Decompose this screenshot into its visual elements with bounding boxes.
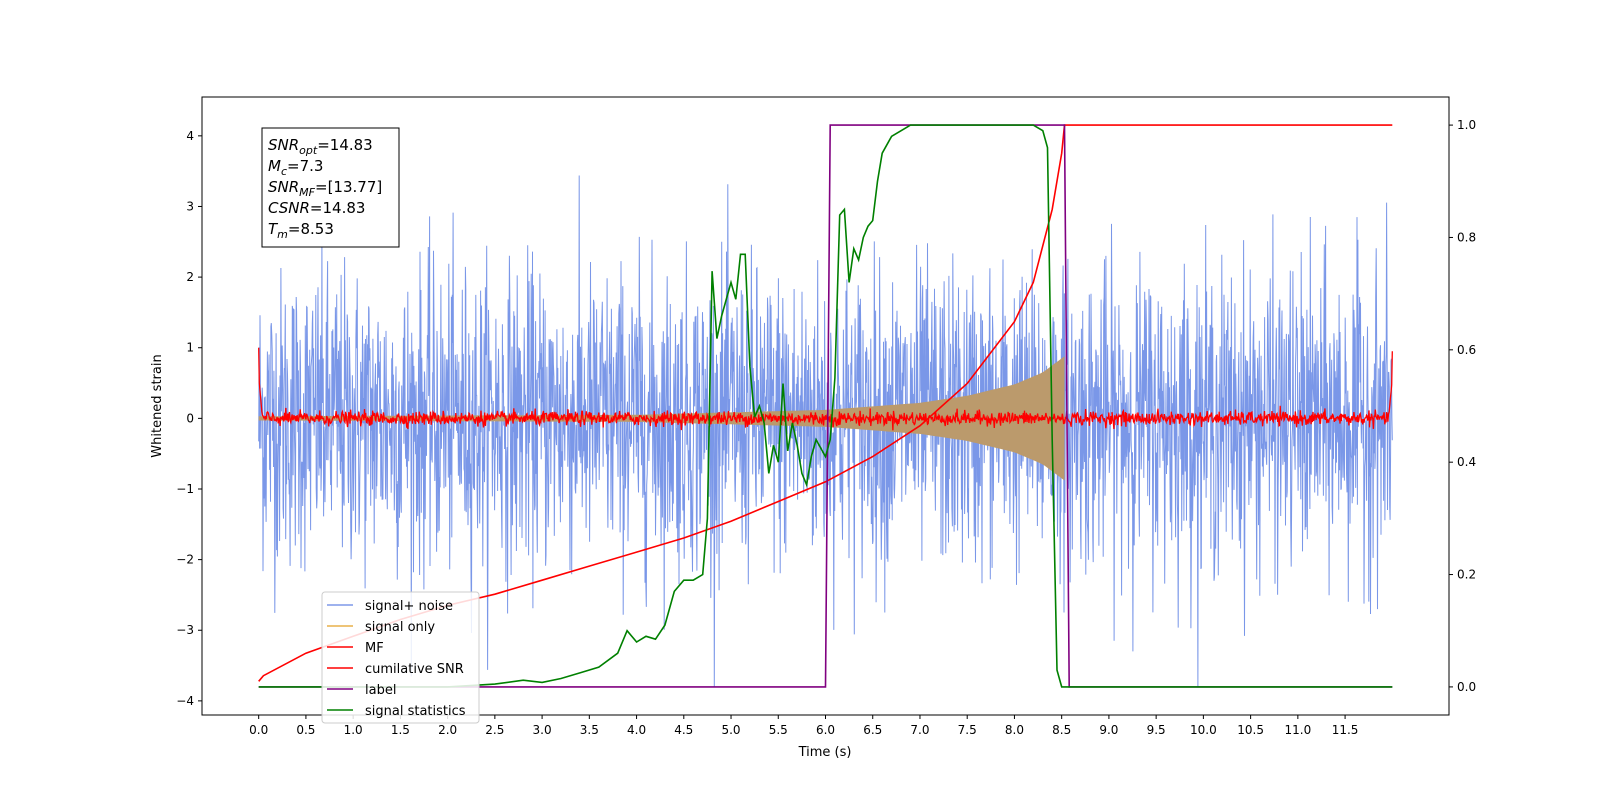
- info-annotation-box: SNRopt=14.83Mc=7.3SNRMF=[13.77]CSNR=14.8…: [261, 127, 400, 248]
- series-signal-statistics: [258, 124, 1393, 688]
- x-tick-label: 8.0: [1005, 723, 1024, 737]
- x-tick-label: 4.0: [627, 723, 646, 737]
- x-tick-label: 9.0: [1099, 723, 1118, 737]
- info-line: Mc=7.3: [268, 157, 323, 178]
- y-right-tick-label: 0.8: [1457, 230, 1476, 244]
- x-tick-label: 5.0: [721, 723, 740, 737]
- info-line: Tm=8.53: [268, 220, 334, 241]
- y-right-tick-label: 1.0: [1457, 118, 1476, 132]
- y-right-tick-label: 0.4: [1457, 455, 1476, 469]
- x-tick-label: 2.5: [485, 723, 504, 737]
- x-tick-label: 2.0: [438, 723, 457, 737]
- legend-entry: signal+ noise: [365, 599, 453, 614]
- x-tick-label: 7.0: [910, 723, 929, 737]
- x-tick-label: 9.5: [1147, 723, 1166, 737]
- y-right-tick-label: 0.6: [1457, 343, 1476, 357]
- x-tick-label: 3.0: [533, 723, 552, 737]
- x-tick-label: 6.5: [863, 723, 882, 737]
- x-tick-label: 0.0: [249, 723, 268, 737]
- info-line: SNRopt=14.83: [268, 136, 373, 157]
- info-line: CSNR=14.83: [268, 199, 365, 217]
- legend-entry: signal statistics: [365, 704, 466, 719]
- info-box-frame: [261, 127, 400, 248]
- x-tick-label: 1.5: [391, 723, 410, 737]
- y-left-tick-label: 3: [186, 199, 194, 213]
- info-line: SNRMF=[13.77]: [268, 178, 382, 199]
- y-axis-label: Whitened strain: [150, 354, 165, 457]
- x-tick-label: 10.0: [1190, 723, 1217, 737]
- y-axis-right-ticks: 1.0 0.8 0.6 0.4 0.2 0.0: [1449, 118, 1476, 694]
- y-right-tick-label: 0.2: [1457, 568, 1476, 582]
- y-right-tick-label: 0.0: [1457, 680, 1476, 694]
- y-left-tick-label: 0: [186, 411, 194, 425]
- x-tick-label: 11.5: [1332, 723, 1359, 737]
- legend-entry: label: [365, 683, 396, 698]
- x-tick-label: 7.5: [958, 723, 977, 737]
- legend-entry: signal only: [365, 620, 435, 635]
- series-mf: [258, 347, 1393, 431]
- legend: signal+ noise signal only MF cumilative SNR…: [321, 591, 480, 724]
- x-tick-label: 10.5: [1237, 723, 1264, 737]
- x-tick-label: 8.5: [1052, 723, 1071, 737]
- y-left-tick-label: −3: [176, 623, 194, 637]
- series-signal-noise: [258, 175, 1393, 687]
- y-left-tick-label: 1: [186, 341, 194, 355]
- y-left-tick-label: 4: [186, 129, 194, 143]
- x-axis-ticks: 0.0 0.5 1.0 1.5 2.0 2.5 3.0 3.5 4.0 4.5 5.0 5.5 6.0 6…: [249, 715, 1358, 737]
- y-left-tick-label: −1: [176, 482, 194, 496]
- y-left-tick-label: −2: [176, 553, 194, 567]
- y-axis-left-ticks: 4 3 2 1 0 −1 −2 −3 −4: [176, 129, 202, 708]
- x-tick-label: 6.0: [816, 723, 835, 737]
- y-left-tick-label: 2: [186, 270, 194, 284]
- x-tick-label: 1.0: [344, 723, 363, 737]
- x-tick-label: 4.5: [674, 723, 693, 737]
- x-tick-label: 5.5: [769, 723, 788, 737]
- x-tick-label: 3.5: [580, 723, 599, 737]
- x-axis-label: Time (s): [798, 745, 852, 760]
- x-tick-label: 11.0: [1284, 723, 1311, 737]
- x-tick-label: 0.5: [296, 723, 315, 737]
- y-left-tick-label: −4: [176, 694, 194, 708]
- legend-entry: MF: [365, 641, 384, 656]
- legend-entry: cumilative SNR: [365, 662, 464, 677]
- legend-frame: [321, 591, 480, 724]
